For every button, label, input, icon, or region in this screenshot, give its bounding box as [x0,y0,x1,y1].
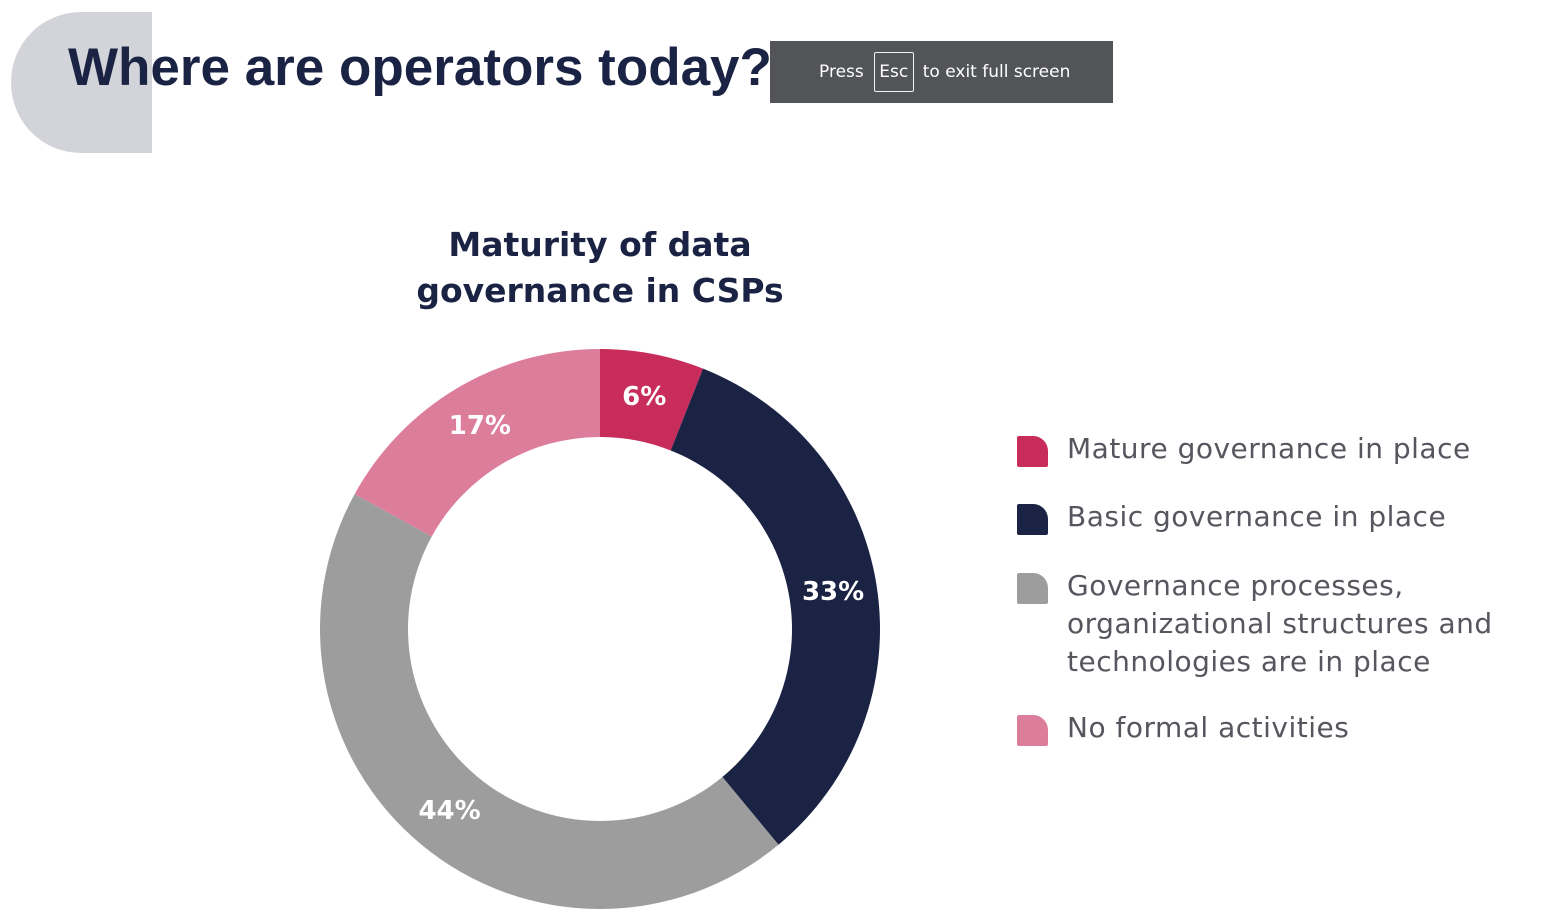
legend-swatch [1017,504,1048,535]
legend-item: Mature governance in place [1017,430,1471,468]
slice-data-label: 33% [802,577,864,607]
notice-message-text: to exit full screen [922,62,1071,82]
donut-slice-3 [320,494,779,909]
legend-label: Mature governance in place [1067,430,1471,468]
legend-item: Governance processes, organizational stru… [1017,567,1493,681]
slice-data-label: 6% [622,382,666,412]
legend-item: Basic governance in place [1017,498,1446,536]
chart-title-line-2: governance in CSPs [416,271,784,310]
legend-item: No formal activities [1017,709,1349,747]
donut-slice-4 [354,349,600,537]
fullscreen-exit-notice: Press Esc to exit full screen [770,41,1113,103]
legend-label: No formal activities [1067,709,1349,747]
decorative-corner-shape [11,12,152,153]
notice-press-text: Press [819,62,864,82]
legend-label-line: technologies are in place [1067,645,1431,678]
donut-slice-2 [670,368,880,845]
legend-swatch [1017,573,1048,604]
legend-label-line: No formal activities [1067,711,1350,744]
legend-swatch [1017,436,1048,467]
slice-data-label: 44% [418,796,480,826]
legend-label-line: organizational structures and [1067,607,1493,640]
legend-label: Basic governance in place [1067,498,1446,536]
esc-key: Esc [873,52,914,92]
slide-title: Where are operators today? [68,38,772,97]
legend-label: Governance processes, organizational stru… [1067,567,1493,681]
legend-swatch [1017,715,1048,746]
legend-label-line: Mature governance in place [1067,432,1471,465]
slice-data-label: 17% [449,411,511,441]
chart-title: Maturity of data governance in CSPs [350,222,850,314]
legend-label-line: Basic governance in place [1067,500,1447,533]
chart-title-line-1: Maturity of data [448,225,752,264]
donut-slice-1 [600,349,704,451]
legend-label-line: Governance processes, [1067,569,1404,602]
